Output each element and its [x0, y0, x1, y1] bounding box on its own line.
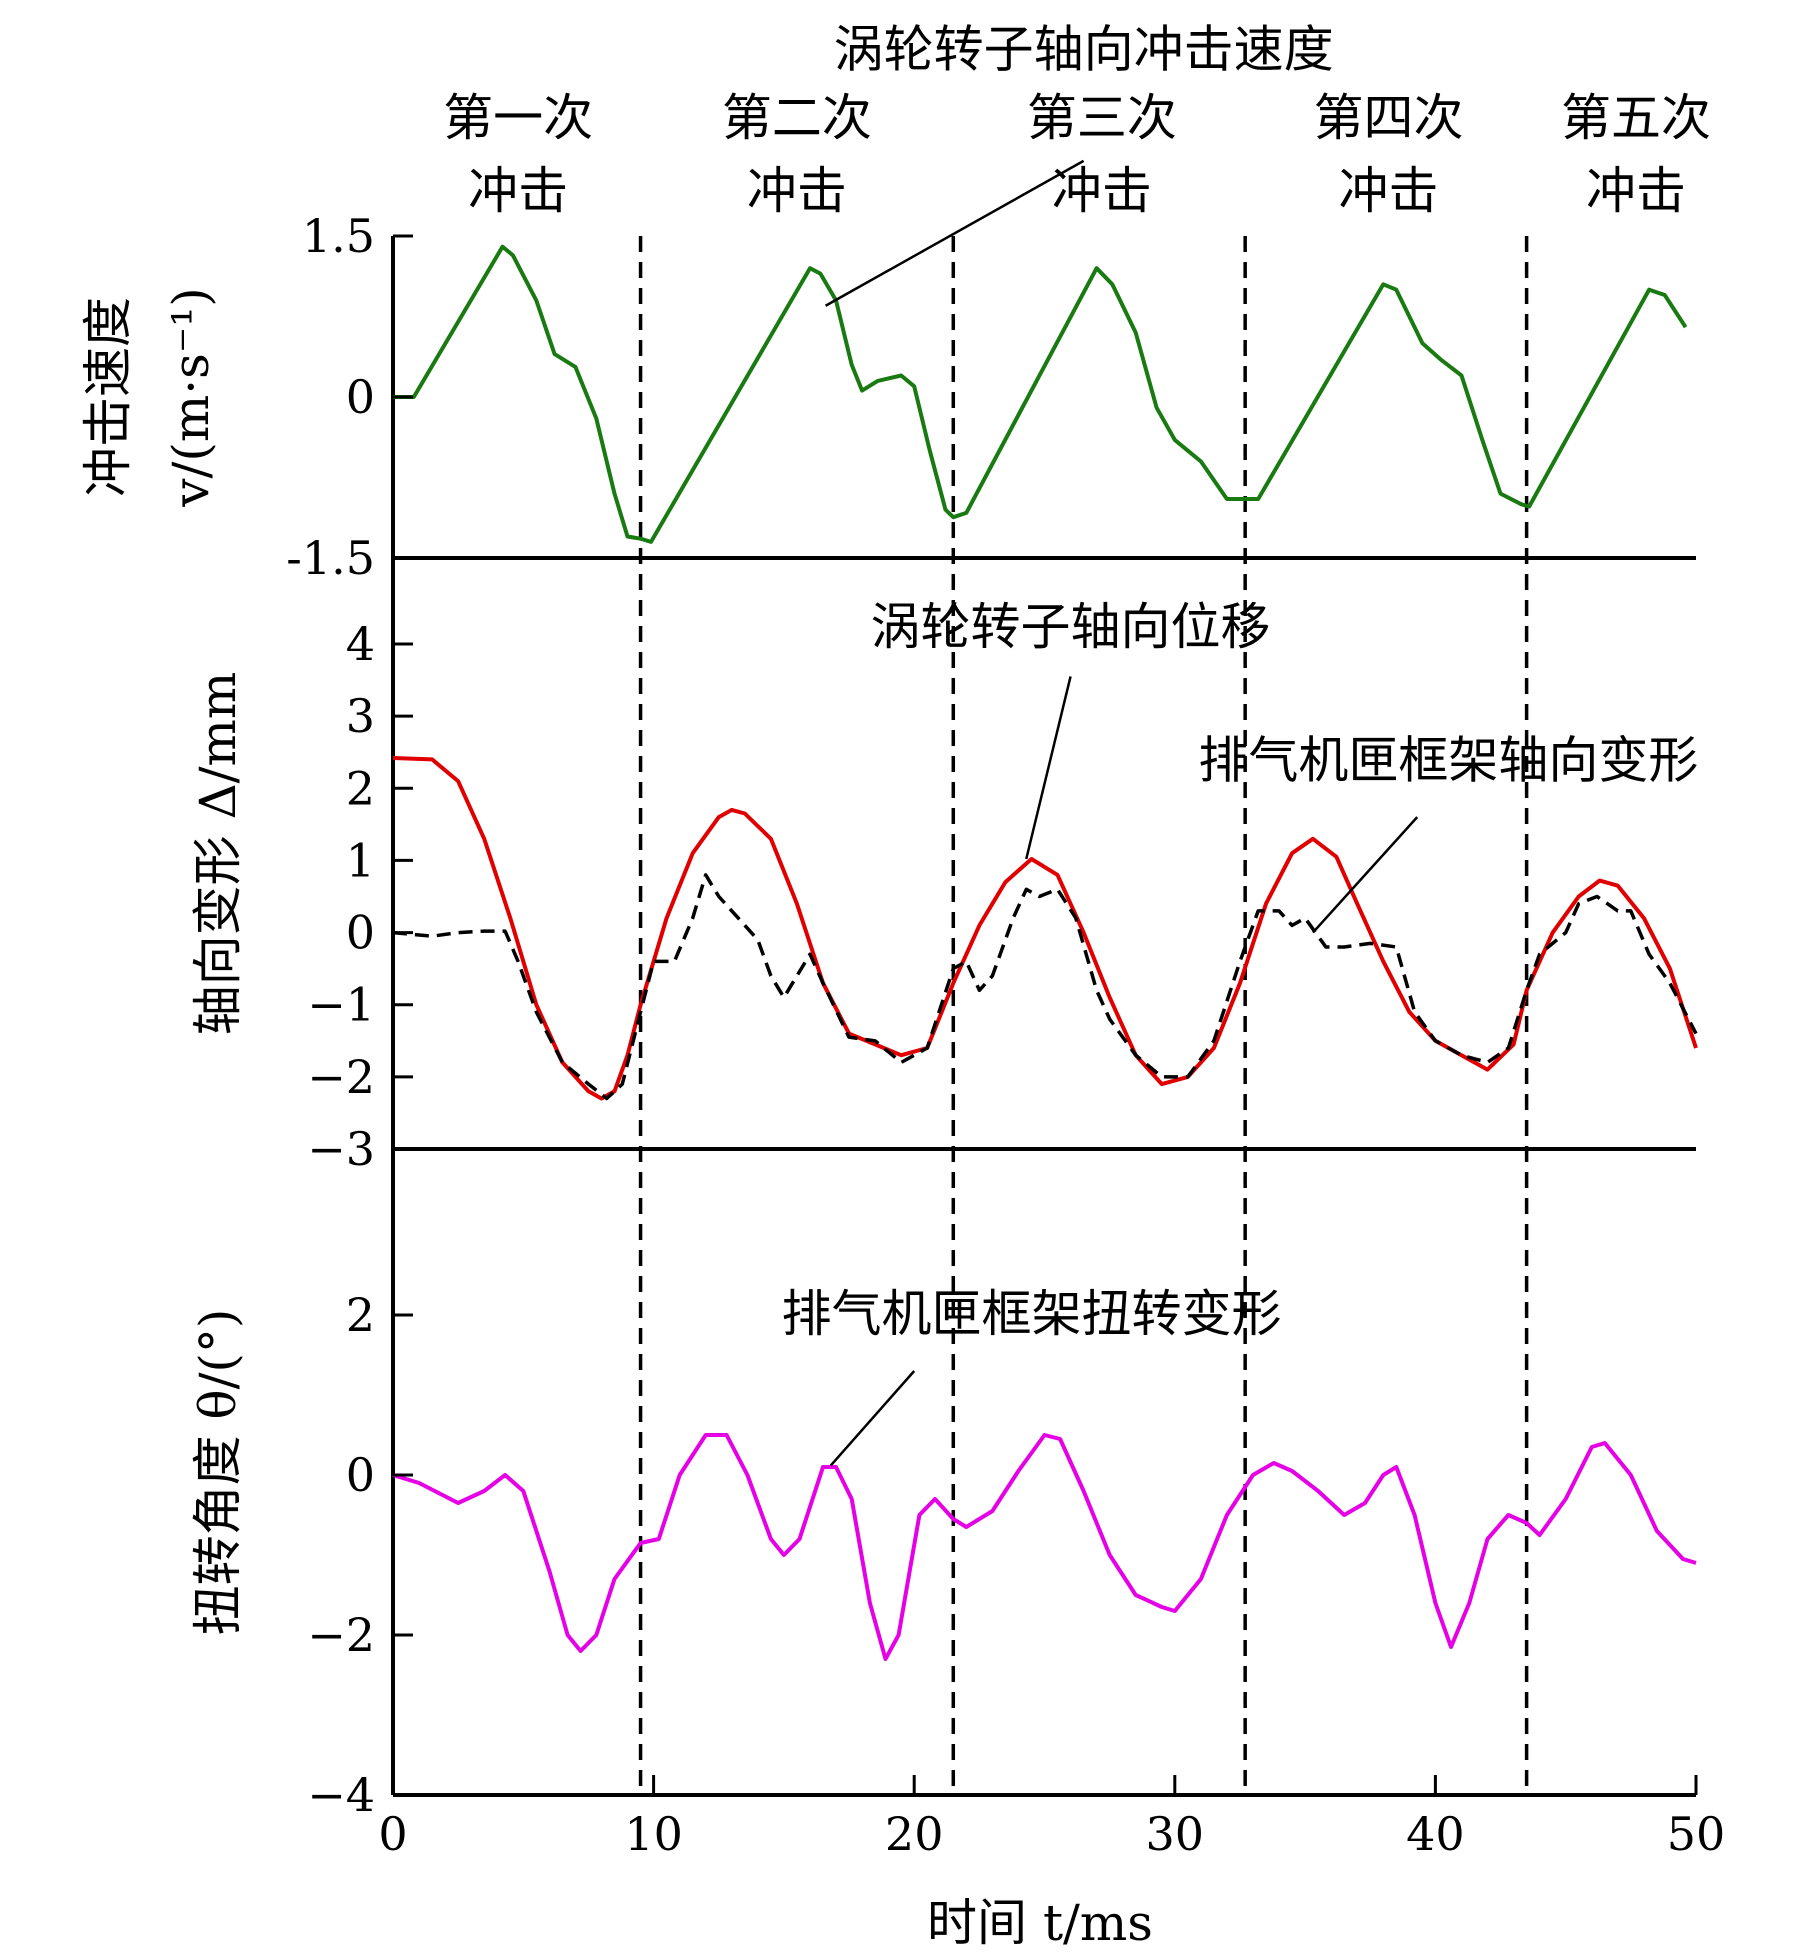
y-tick-label: -1.5 — [286, 531, 375, 585]
callout-leader — [824, 159, 1085, 307]
impact-label-line2: 冲击 — [1338, 162, 1438, 220]
y-tick-label: 0 — [346, 906, 375, 960]
impact-label-line1: 第一次 — [443, 89, 593, 147]
impact-label-line1: 第五次 — [1561, 89, 1711, 147]
callout-leader — [1025, 676, 1072, 860]
y-axis-unit: v/(m·s⁻¹) — [162, 287, 220, 508]
x-tick-label: 30 — [1146, 1807, 1205, 1861]
y-tick-label: −4 — [307, 1768, 375, 1822]
y-tick-label: 0 — [346, 1448, 375, 1502]
callout-leader — [1311, 816, 1419, 934]
callout-label: 涡轮转子轴向位移 — [871, 598, 1271, 656]
callout-label: 排气机匣框架轴向变形 — [1198, 731, 1698, 789]
y-tick-label: 1.5 — [302, 209, 375, 263]
callout-label: 涡轮转子轴向冲击速度 — [834, 20, 1334, 78]
y-tick-label: −1 — [307, 978, 375, 1032]
x-tick-label: 0 — [378, 1807, 407, 1861]
y-tick-label: 0 — [346, 370, 375, 424]
y-tick-label: −2 — [307, 1608, 375, 1662]
impact-boundaries — [638, 236, 1529, 1795]
x-tick-label: 40 — [1406, 1807, 1465, 1861]
callout-label: 排气机匣框架扭转变形 — [781, 1285, 1281, 1343]
plot-frame — [391, 236, 1696, 1797]
x-axis-title: 时间 t/ms — [927, 1894, 1153, 1952]
series-line — [392, 756, 1698, 1101]
series-line — [392, 1433, 1697, 1661]
y-tick-label: 2 — [346, 1288, 375, 1342]
y-axis-title: 扭转角度 θ/(°) — [189, 1309, 247, 1636]
y-tick-label: 4 — [346, 617, 375, 671]
series-layer — [392, 244, 1698, 1661]
y-tick-label: 2 — [346, 761, 375, 815]
y-tick-label: −3 — [307, 1122, 375, 1176]
y-tick-label: 3 — [346, 689, 375, 743]
impact-label-line2: 冲击 — [1586, 162, 1686, 220]
y-axis-title: 冲击速度 — [79, 297, 137, 497]
impact-label-line1: 第二次 — [722, 89, 872, 147]
x-tick-label: 10 — [624, 1807, 683, 1861]
impact-label-line1: 第三次 — [1027, 89, 1177, 147]
y-axis-title: 轴向变形 Δ/mm — [189, 672, 247, 1036]
callout-leader — [829, 1370, 916, 1467]
series-line — [392, 873, 1698, 1101]
x-tick-label: 50 — [1667, 1807, 1726, 1861]
impact-label-line1: 第四次 — [1313, 89, 1463, 147]
x-tick-label: 20 — [885, 1807, 944, 1861]
impact-label-line2: 冲击 — [1052, 162, 1152, 220]
impact-label-line2: 冲击 — [747, 162, 847, 220]
y-tick-label: 1 — [346, 833, 375, 887]
impact-label-line2: 冲击 — [468, 162, 568, 220]
series-line — [393, 244, 1688, 544]
y-tick-label: −2 — [307, 1050, 375, 1104]
